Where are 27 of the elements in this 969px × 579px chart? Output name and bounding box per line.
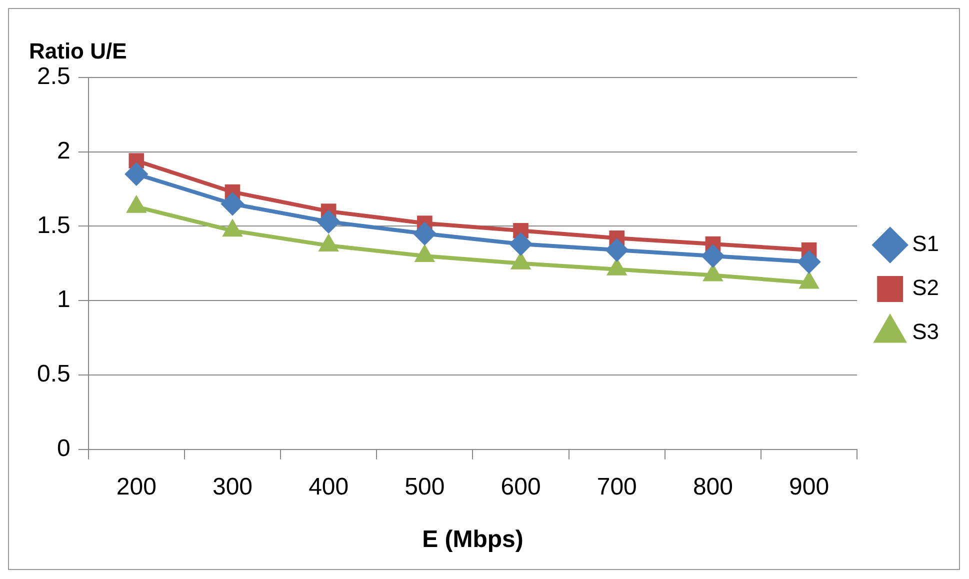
point: [414, 222, 436, 245]
y-tick-label: 2: [57, 137, 70, 164]
point: [125, 163, 148, 186]
x-tick-label: 700: [596, 473, 637, 500]
y-tick-label: 1.5: [36, 212, 70, 239]
y-axis-title: Ratio U/E: [29, 38, 127, 64]
point: [318, 210, 340, 233]
x-axis-title: E (Mbps): [422, 526, 524, 554]
point: [702, 244, 724, 267]
y-tick-label: 0: [57, 435, 70, 462]
x-tick-label: 500: [404, 473, 445, 500]
legend-label: S1: [912, 231, 940, 256]
y-tick-label: 2.5: [36, 63, 70, 90]
legend-label: S2: [912, 275, 940, 300]
point: [606, 239, 628, 262]
point: [510, 233, 532, 256]
point: [222, 192, 244, 215]
x-tick-label: 200: [116, 473, 156, 500]
legend-label: S3: [912, 319, 940, 344]
point: [798, 250, 820, 273]
y-tick-label: 0.5: [36, 360, 70, 388]
x-tick-label: 600: [500, 473, 541, 500]
x-tick-label: 900: [789, 473, 830, 500]
x-tick-label: 400: [308, 473, 349, 500]
x-tick-label: 300: [212, 473, 253, 500]
x-tick-label: 800: [692, 473, 733, 500]
y-tick-label: 1: [57, 286, 70, 314]
